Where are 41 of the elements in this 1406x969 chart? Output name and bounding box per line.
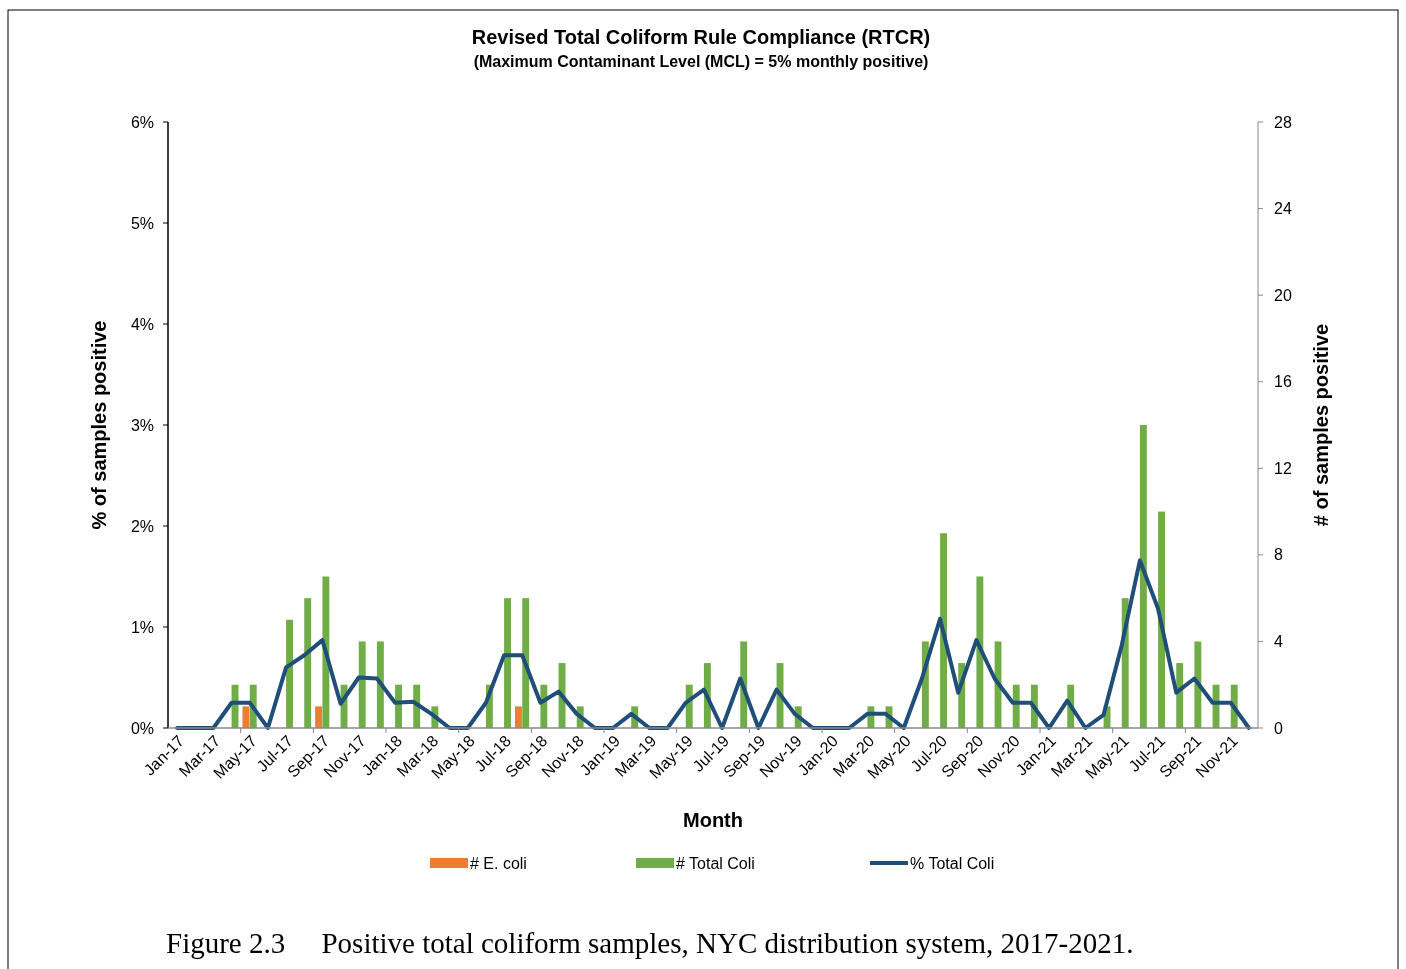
bar <box>1194 641 1202 728</box>
bar <box>242 706 250 728</box>
x-axis-title: Month <box>683 809 743 831</box>
y2-tick-label: 12 <box>1274 459 1292 477</box>
bar <box>315 706 323 728</box>
bar <box>1176 663 1184 728</box>
y2-axis-title: # of samples positive <box>1310 323 1332 527</box>
y2-tick-label: 16 <box>1274 373 1292 391</box>
legend-label: % Total Coli <box>910 854 995 872</box>
y2-tick-label: 4 <box>1274 633 1283 651</box>
y2-tick-label: 24 <box>1274 200 1292 218</box>
y2-tick-label: 20 <box>1274 286 1292 304</box>
bar <box>976 576 984 728</box>
bar <box>286 619 293 728</box>
bar <box>940 533 947 728</box>
caption: Figure 2.3 Positive total coliform samples, NYC distribution system, 2017-2021. <box>166 927 1134 959</box>
line-series <box>175 558 1251 730</box>
bar <box>376 641 384 728</box>
y-tick-label: 5% <box>130 214 154 232</box>
bar <box>522 598 530 728</box>
bar <box>514 706 522 728</box>
y-tick-label: 0% <box>130 719 154 737</box>
y2-tick-label: 0 <box>1274 719 1283 737</box>
chart-subtitle: (Maximum Contaminant Level (MCL) = 5% monthly positive) <box>473 53 929 70</box>
bar <box>358 641 366 728</box>
bar <box>304 598 312 728</box>
y-tick-label: 4% <box>130 315 154 333</box>
bar <box>1139 425 1147 728</box>
legend-label: # E. coli <box>470 854 527 872</box>
y2-tick-label: 28 <box>1274 113 1292 131</box>
chart-title: Revised Total Coliform Rule Compliance (RTCR) <box>471 26 931 48</box>
y-tick-label: 3% <box>130 416 154 434</box>
bar <box>504 598 511 728</box>
bar <box>1158 511 1165 728</box>
y-tick-label: 2% <box>130 517 154 535</box>
y2-tick-label: 8 <box>1274 546 1283 564</box>
legend-label: # Total Coli <box>676 854 755 872</box>
bar <box>322 576 330 728</box>
y-tick-label: 6% <box>130 113 154 131</box>
y-axis-title: % of samples positive <box>88 320 110 530</box>
y-tick-label: 1% <box>130 618 154 636</box>
